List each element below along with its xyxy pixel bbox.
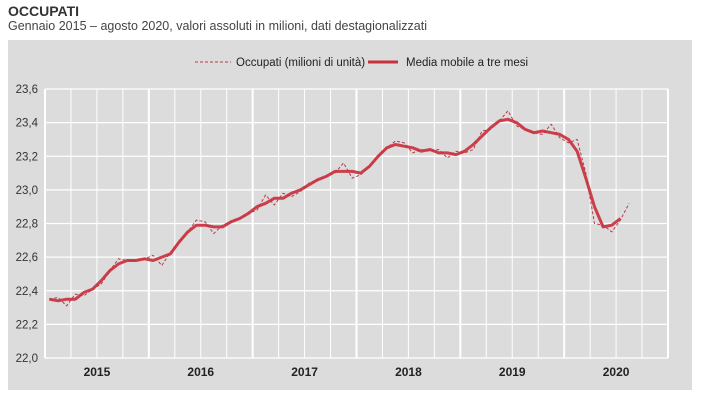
y-tick-label: 23,6 [16,84,38,96]
x-tick-label: 2020 [603,365,630,379]
x-tick-label: 2017 [291,365,318,379]
legend-label: Occupati (milioni di unità) [236,57,365,69]
y-tick-label: 22,4 [16,286,39,298]
y-tick-label: 22,8 [16,219,38,231]
chart-title: OCCUPATI [8,3,80,19]
x-tick-label: 2018 [395,365,422,379]
x-tick-label: 2015 [84,365,111,379]
chart-subtitle: Gennaio 2015 – agosto 2020, valori assol… [8,19,428,33]
y-tick-label: 22,6 [16,252,38,264]
x-tick-label: 2016 [187,365,214,379]
y-tick-label: 23,2 [16,151,38,163]
y-tick-label: 22,2 [16,319,38,331]
y-tick-label: 23,0 [16,185,38,197]
y-tick-label: 22,0 [16,353,38,365]
chart-background [8,40,692,390]
y-tick-label: 23,4 [16,118,39,130]
x-tick-label: 2019 [499,365,526,379]
legend-label: Media mobile a tre mesi [406,57,528,69]
series-line-moving-average [49,117,622,303]
